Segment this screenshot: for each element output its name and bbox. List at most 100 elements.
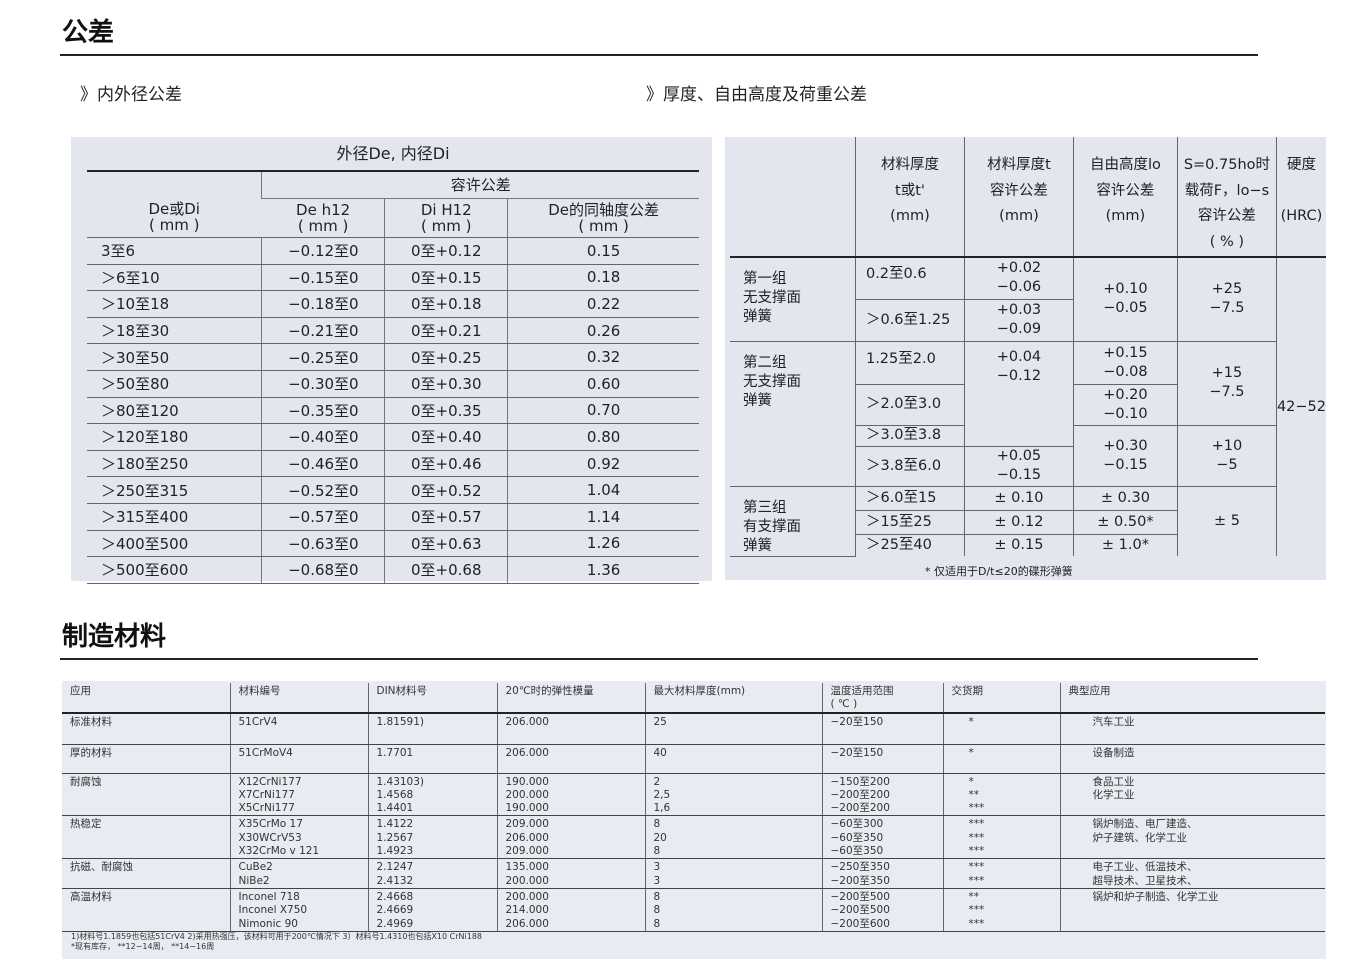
column-header: 材料编号 bbox=[229, 683, 368, 714]
table-cell: 51CrV4 bbox=[229, 713, 368, 745]
table-cell: 40 bbox=[644, 744, 822, 774]
table-cell: 食品工业 化学工业 bbox=[1059, 773, 1325, 817]
coaxial-cell: 1.14 bbox=[507, 503, 699, 531]
di-cell: 0至+0.21 bbox=[384, 317, 508, 345]
table-cell: 8 8 8 bbox=[644, 888, 822, 932]
column-header: 20℃时的弹性模量 bbox=[496, 683, 645, 714]
header-hardness: 硬度 (HRC) bbox=[1275, 137, 1326, 258]
table-cell: ** *** *** bbox=[942, 888, 1060, 932]
divider bbox=[60, 658, 1258, 660]
table-row: 耐腐蚀 X12CrNi177 X7CrNi177 X5CrNi177 1.43103… bbox=[62, 773, 1325, 817]
di-cell: 0至+0.63 bbox=[384, 530, 508, 558]
table-cell: −20至150 bbox=[821, 744, 943, 774]
materials-table: 应用 材料编号 DIN材料号 20℃时的弹性模量 最大材料厚度(mm) 温度适用范围 ( … bbox=[62, 683, 1325, 932]
table-cell: 厚的材料 bbox=[62, 744, 230, 774]
thickness-tol: ± 0.15 bbox=[963, 534, 1074, 556]
table-row: ＞18至30 −0.21至0 0至+0.21 0.26 bbox=[87, 317, 699, 345]
table-row: 3至6 −0.12至0 0至+0.12 0.15 bbox=[87, 237, 699, 265]
table-cell: 1.4122 1.2567 1.4923 bbox=[367, 815, 497, 860]
range: ＞2.0至3.0 bbox=[854, 384, 965, 426]
table-row: ＞80至120 −0.35至0 0至+0.35 0.70 bbox=[87, 397, 699, 425]
range-cell: ＞250至315 bbox=[87, 476, 262, 504]
coaxial-cell: 0.18 bbox=[507, 264, 699, 292]
group-3: 第三组 有支撑面 弹簧 bbox=[730, 486, 856, 557]
thickness-tolerance-table: 材料厚度 t或t' (mm) 材料厚度t 容许公差 (mm) 自由高度lo 容许… bbox=[730, 137, 1326, 557]
diameter-tolerance-table: 外径De, 内径Di De或Di ( mm ) 容许公差 De h12 ( mm… bbox=[87, 138, 699, 584]
table-cell: 200.000 214.000 206.000 bbox=[496, 888, 645, 932]
header-di: Di H12 ( mm ) bbox=[384, 198, 508, 238]
table-cell: X12CrNi177 X7CrNi177 X5CrNi177 bbox=[229, 773, 368, 817]
di-cell: 0至+0.52 bbox=[384, 476, 508, 504]
range-cell: ＞18至30 bbox=[87, 317, 262, 345]
di-cell: 0至+0.68 bbox=[384, 556, 508, 584]
di-cell: 0至+0.40 bbox=[384, 423, 508, 451]
table-row: ＞6至10 −0.15至0 0至+0.15 0.18 bbox=[87, 264, 699, 292]
header-load-tol: S=0.75ho时 载荷F，lo−s 容许公差 ( % ) bbox=[1176, 137, 1277, 258]
column-header: DIN材料号 bbox=[367, 683, 497, 714]
table-cell: 206.000 bbox=[496, 744, 645, 774]
di-cell: 0至+0.12 bbox=[384, 237, 508, 265]
de-cell: −0.12至0 bbox=[261, 237, 385, 265]
table-cell: 2.1247 2.4132 bbox=[367, 858, 497, 889]
table-cell: * bbox=[942, 744, 1060, 774]
table-cell: 高温材料 bbox=[62, 888, 230, 932]
coaxial-cell: 0.22 bbox=[507, 290, 699, 318]
table-cell: 51CrMoV4 bbox=[229, 744, 368, 774]
subtitle-diameter: 》内外径公差 bbox=[80, 85, 182, 105]
table-row: ＞10至18 −0.18至0 0至+0.18 0.22 bbox=[87, 290, 699, 318]
range-cell: ＞180至250 bbox=[87, 450, 262, 478]
height-tol: ± 1.0* bbox=[1072, 534, 1178, 556]
de-cell: −0.63至0 bbox=[261, 530, 385, 558]
table-cell: * ** *** bbox=[942, 773, 1060, 817]
materials-footnote-1: 1)材料号1.1859也包括51CrV4 2)采用热强压，该材料可用于200℃情… bbox=[71, 932, 483, 941]
range: ＞3.8至6.0 bbox=[854, 446, 965, 487]
table-cell: Inconel 718 Inconel X750 Nimonic 90 bbox=[229, 888, 368, 932]
column-header: 典型应用 bbox=[1059, 683, 1325, 714]
de-cell: −0.18至0 bbox=[261, 290, 385, 318]
table-row: 抗磁、耐腐蚀 CuBe2 NiBe2 2.1247 2.4132 135.000 20… bbox=[62, 858, 1325, 889]
range-cell: ＞10至18 bbox=[87, 290, 262, 318]
table-cell: 8 20 8 bbox=[644, 815, 822, 860]
table-cell: 标准材料 bbox=[62, 713, 230, 745]
di-cell: 0至+0.57 bbox=[384, 503, 508, 531]
divider bbox=[60, 54, 1258, 56]
table-row: ＞315至400 −0.57至0 0至+0.57 1.14 bbox=[87, 503, 699, 531]
materials-footnote-2: *现有库存， **12−14周， **14−16周 bbox=[71, 942, 215, 951]
range: ＞0.6至1.25 bbox=[854, 299, 965, 342]
de-cell: −0.68至0 bbox=[261, 556, 385, 584]
group-2: 第二组 无支撑面 弹簧 bbox=[730, 341, 856, 487]
table-cell: 3 3 bbox=[644, 858, 822, 889]
de-cell: −0.30至0 bbox=[261, 370, 385, 398]
table-row: ＞180至250 −0.46至0 0至+0.46 0.92 bbox=[87, 450, 699, 478]
table-cell: 锅炉和炉子制造、化学工业 bbox=[1059, 888, 1325, 932]
height-tol: ± 0.30 bbox=[1072, 486, 1178, 511]
load-tol: +25 −7.5 bbox=[1176, 257, 1277, 342]
load-tol: +10 −5 bbox=[1176, 425, 1277, 487]
table-cell: CuBe2 NiBe2 bbox=[229, 858, 368, 889]
di-cell: 0至+0.35 bbox=[384, 397, 508, 425]
header-coaxial: De的同轴度公差 ( mm ) bbox=[507, 198, 699, 238]
table-cell: 206.000 bbox=[496, 713, 645, 745]
coaxial-cell: 1.04 bbox=[507, 476, 699, 504]
range-cell: ＞315至400 bbox=[87, 503, 262, 531]
column-header: 交货期 bbox=[942, 683, 1060, 714]
height-tol: +0.30 −0.15 bbox=[1072, 425, 1178, 487]
thickness-tol: +0.04 −0.12 bbox=[963, 341, 1074, 447]
table-cell: 耐腐蚀 bbox=[62, 773, 230, 817]
table-row: ＞50至80 −0.30至0 0至+0.30 0.60 bbox=[87, 370, 699, 398]
table-cell: −20至150 bbox=[821, 713, 943, 745]
coaxial-cell: 1.36 bbox=[507, 556, 699, 584]
di-cell: 0至+0.15 bbox=[384, 264, 508, 292]
coaxial-cell: 0.70 bbox=[507, 397, 699, 425]
range-cell: ＞6至10 bbox=[87, 264, 262, 292]
table-row: 厚的材料 51CrMoV4 1.7701 206.000 40 −20至150 * 设备制造 bbox=[62, 744, 1325, 774]
height-tol: +0.20 −0.10 bbox=[1072, 384, 1178, 426]
de-cell: −0.15至0 bbox=[261, 264, 385, 292]
header-range: De或Di ( mm ) bbox=[87, 171, 262, 238]
header-group: 容许公差 bbox=[261, 171, 699, 199]
height-tol: ± 0.50* bbox=[1072, 510, 1178, 536]
coaxial-cell: 0.26 bbox=[507, 317, 699, 345]
group-1: 第一组 无支撑面 弹簧 bbox=[730, 257, 856, 342]
table-title: 外径De, 内径Di bbox=[87, 138, 699, 172]
column-header: 温度适用范围 ( ℃ ) bbox=[821, 683, 943, 714]
